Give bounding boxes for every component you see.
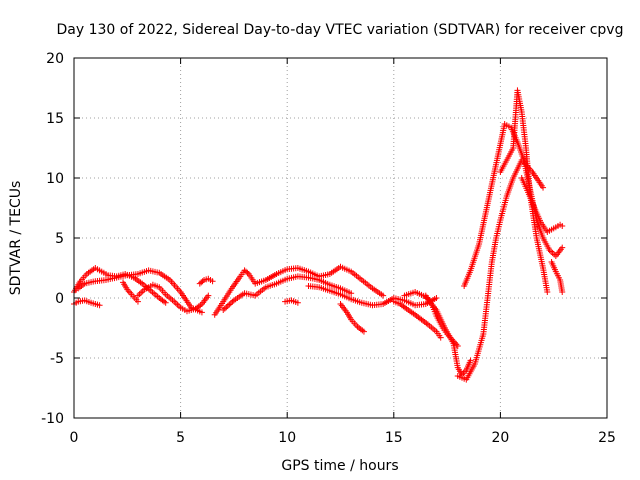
y-tick-label: -5: [50, 351, 64, 367]
data-point: [244, 269, 251, 276]
y-axis-label: SDTVAR / TECUs: [8, 181, 24, 296]
series-sat-e: [120, 279, 141, 305]
data-point: [209, 278, 216, 285]
data-point: [559, 223, 566, 229]
x-tick-label: 0: [70, 430, 79, 446]
data-point: [548, 248, 555, 255]
chart-title: Day 130 of 2022, Sidereal Day-to-day VTE…: [57, 22, 624, 38]
data-point: [433, 295, 440, 301]
data-point: [454, 343, 461, 349]
series-sat-f: [196, 275, 216, 287]
y-tick-label: 20: [46, 51, 64, 67]
data-point: [348, 290, 355, 297]
data-point: [223, 304, 230, 311]
x-tick-label: 15: [385, 430, 403, 446]
data-point: [549, 250, 556, 256]
data-point: [198, 309, 205, 316]
data-point: [176, 303, 183, 310]
data-point: [437, 334, 444, 341]
series-sat-m: [422, 292, 461, 349]
y-tick-label: 5: [55, 231, 64, 247]
data-point: [227, 300, 234, 307]
series-sat-h: [220, 273, 355, 313]
y-tick-label: 0: [55, 291, 64, 307]
series-sat-q: [497, 87, 551, 295]
data-point: [172, 300, 179, 307]
data-point: [138, 289, 145, 296]
x-tick-label: 10: [278, 430, 296, 446]
data-point: [96, 302, 103, 309]
data-point: [221, 305, 228, 312]
data-marks: [71, 87, 566, 383]
data-point: [136, 291, 143, 298]
series-sat-n: [390, 298, 444, 341]
y-tick-label: -10: [41, 411, 64, 427]
series-sat-j: [337, 301, 367, 335]
data-point: [559, 289, 566, 295]
plot-frame: [73, 57, 608, 419]
x-tick-label: 25: [598, 430, 616, 446]
x-tick-label: 5: [176, 430, 185, 446]
series-sat-k: [282, 297, 301, 306]
series-sat-s: [548, 259, 566, 295]
data-point: [559, 244, 566, 251]
data-point: [162, 299, 169, 306]
axis-ticks: [73, 57, 608, 419]
series-sat-c: [134, 281, 212, 315]
series-sat-i: [305, 283, 440, 309]
series-sat-d: [71, 297, 103, 309]
data-point: [174, 301, 181, 308]
data-point: [544, 289, 551, 295]
data-point: [360, 328, 367, 335]
data-point: [205, 292, 212, 299]
data-point: [380, 292, 387, 299]
grid: [74, 58, 607, 418]
series-sat-b: [75, 267, 205, 316]
data-point: [134, 298, 141, 305]
data-point: [199, 278, 206, 285]
data-point: [467, 357, 474, 364]
x-tick-labels: 0 5 10 15 20 25: [70, 430, 616, 446]
x-axis-label: GPS time / hours: [281, 458, 398, 474]
data-point: [139, 288, 146, 295]
data-point: [294, 299, 301, 306]
data-point: [540, 184, 547, 191]
data-point: [224, 302, 231, 309]
series-sat-r: [518, 175, 566, 235]
y-tick-labels: -10 -5 0 5 10 15 20: [41, 51, 64, 427]
data-point: [226, 301, 233, 308]
y-tick-label: 15: [46, 111, 64, 127]
series-sat-g: [211, 263, 387, 318]
x-tick-label: 20: [491, 430, 509, 446]
y-tick-label: 10: [46, 171, 64, 187]
